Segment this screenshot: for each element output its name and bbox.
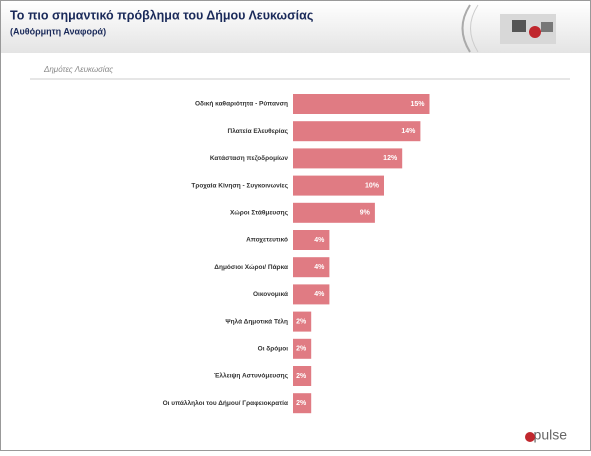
value-label: 4% xyxy=(314,264,325,271)
bar xyxy=(293,175,384,196)
value-label: 2% xyxy=(296,400,307,407)
header-curve xyxy=(461,4,471,53)
value-label: 2% xyxy=(296,318,307,325)
value-label: 12% xyxy=(383,155,398,162)
bar xyxy=(293,338,312,359)
value-label: 2% xyxy=(296,373,307,380)
bar xyxy=(293,366,312,386)
category-label: Οι υπάλληλοι του Δήμου/ Γραφειοκρατία xyxy=(163,399,288,407)
bar xyxy=(293,148,403,169)
category-label: Χώροι Στάθμευσης xyxy=(230,210,289,217)
logo-dot xyxy=(525,432,535,442)
category-label: Αποχετευτικό xyxy=(246,237,288,244)
value-label: 4% xyxy=(314,237,325,244)
value-label: 4% xyxy=(314,291,325,298)
header xyxy=(1,1,590,53)
value-label: 9% xyxy=(360,210,371,217)
group-label: Δημότες Λευκωσίας xyxy=(43,65,113,74)
header-curve xyxy=(470,4,479,53)
logo: pulse xyxy=(534,427,568,443)
category-label: Οι δρόμοι xyxy=(258,346,289,353)
bar xyxy=(293,284,330,305)
bar xyxy=(293,121,421,142)
bar xyxy=(293,393,312,414)
category-label: Δημόσιοι Χώροι/ Πάρκα xyxy=(214,264,288,271)
value-label: 15% xyxy=(410,101,425,108)
title: Το πιο σημαντικό πρόβλημα του Δήμου Λευκ… xyxy=(10,8,313,22)
bar xyxy=(293,94,430,114)
category-label: Κατάσταση πεζοδρομίων xyxy=(210,155,289,162)
category-label: Πλατεία Ελευθερίας xyxy=(228,127,289,135)
value-label: 10% xyxy=(365,182,380,189)
value-label: 14% xyxy=(401,128,416,135)
bar xyxy=(293,311,312,332)
category-label: Έλλειψη Αστυνόμευσης xyxy=(214,372,289,380)
category-label: Ψηλά Δημοτικά Τέλη xyxy=(225,317,288,325)
bar xyxy=(293,230,330,250)
subtitle: (Αυθόρμητη Αναφορά) xyxy=(10,26,106,36)
category-label: Τροχαία Κίνηση - Συγκοινωνίες xyxy=(191,182,288,189)
header-icon xyxy=(500,14,556,44)
category-label: Οικονομικά xyxy=(253,291,288,298)
bar xyxy=(293,257,330,278)
bar xyxy=(293,202,375,223)
category-label: Οδική καθαριότητα - Ρύπανση xyxy=(195,101,288,108)
value-label: 2% xyxy=(296,346,307,353)
